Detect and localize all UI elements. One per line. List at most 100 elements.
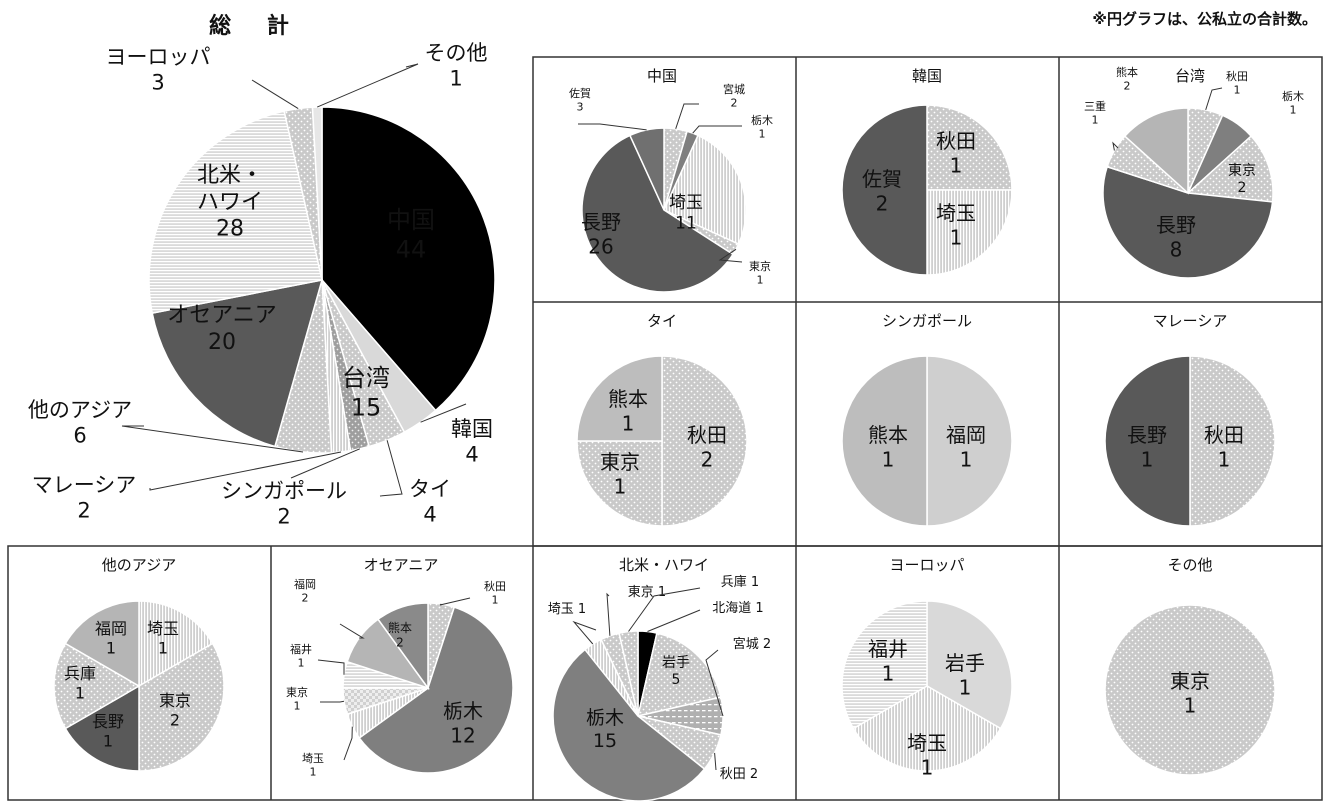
- other-asia-slice-4: [64, 600, 140, 688]
- north-america-leader-6: [606, 592, 611, 636]
- other-asia-slice-3: [53, 642, 141, 730]
- north-america-slice-4: [552, 648, 706, 802]
- north-america-leader-7: [628, 587, 701, 632]
- taiwan-label-4: 三重 1: [1084, 99, 1106, 126]
- korea-slice-0: [926, 104, 1013, 191]
- total-label-オセアニア: オセアニア 20: [167, 303, 277, 355]
- china-leader-0: [675, 103, 699, 129]
- north-america-leader-0: [647, 609, 701, 632]
- north-america-label-1: 岩手 5: [662, 655, 690, 688]
- total-leader-8: [251, 79, 299, 110]
- taiwan-label-2: 東京 2: [1228, 163, 1256, 196]
- other-asia-slice-1: [138, 642, 225, 772]
- total-label-中国: 中国 44: [387, 206, 435, 263]
- oceania-label-1: 栃木 12: [443, 699, 483, 747]
- korea-label-0: 秋田 1: [936, 129, 976, 177]
- korea-title: 韓国: [912, 67, 942, 85]
- oceania-label-0: 秋田 1: [484, 579, 506, 606]
- korea-label-1: 埼玉 1: [936, 201, 976, 249]
- china-label-0: 宮城 2: [723, 82, 745, 109]
- oceania-label-6: 熊本 2: [388, 620, 412, 650]
- total-leader-2: [379, 440, 403, 497]
- total-leader-5: [121, 425, 304, 453]
- footnote: ※円グラフは、公私立の合計数。: [1092, 10, 1317, 28]
- total-label-北米: 北米・ハワイ 28: [197, 163, 263, 242]
- north-america-slice-7: [618, 630, 639, 717]
- singapore-label-1: 熊本 1: [868, 423, 908, 471]
- other-asia-label-3: 兵庫 1: [64, 664, 96, 703]
- oceania-leader-0: [439, 597, 471, 606]
- europe-slice-1: [852, 685, 1002, 772]
- pie-taiwan: 台湾 秋田 1 栃木 1 東京 2 長野 8 三重 1 熊本 2: [1084, 65, 1304, 279]
- china-label-2: 埼玉 11: [669, 193, 703, 234]
- china-slice-4: [581, 134, 735, 293]
- other-asia-label-2: 長野 1: [92, 712, 124, 751]
- europe-label-1: 埼玉 1: [907, 731, 947, 779]
- taiwan-label-3: 長野 8: [1156, 213, 1196, 261]
- oceania-leader-3: [320, 700, 345, 703]
- north-america-label-2: 宮城 2: [733, 636, 771, 652]
- total-leader-1: [420, 403, 467, 423]
- singapore-slice-0: [926, 355, 1013, 527]
- singapore-label-0: 福岡 1: [946, 423, 986, 471]
- north-america-label-6: 東京 1: [628, 584, 666, 600]
- taiwan-slice-5: [1123, 107, 1189, 195]
- other-asia-label-1: 東京 2: [159, 691, 191, 730]
- taiwan-label-0: 秋田 1: [1226, 69, 1248, 96]
- oceania-label-3: 東京 1: [286, 685, 308, 712]
- thai-title: タイ: [647, 312, 677, 330]
- north-america-leader-3: [714, 752, 717, 771]
- north-america-label-7: 兵庫 1: [721, 575, 759, 590]
- oceania-leader-2: [343, 726, 353, 761]
- total-leader-3: [290, 448, 360, 479]
- china-leader-5: [578, 123, 647, 131]
- malaysia-title: マレーシア: [1153, 312, 1228, 330]
- china-label-1: 栃木 1: [751, 113, 773, 140]
- other-asia-slice-2: [64, 684, 140, 772]
- total-slice-7: [148, 110, 323, 315]
- total-slice-6: [151, 279, 324, 448]
- singapore-slice-1: [841, 355, 928, 527]
- panel-frames: [7, 56, 1323, 801]
- china-leader-1: [692, 125, 742, 134]
- korea-label-2: 佐賀 2: [862, 167, 902, 215]
- china-slice-2: [663, 134, 747, 246]
- taiwan-label-5: 熊本 2: [1116, 65, 1138, 92]
- taiwan-label-1: 栃木 1: [1282, 89, 1304, 116]
- china-leader-3: [718, 248, 743, 263]
- total-leader-9: [317, 63, 419, 108]
- total-label-2: タイ 4: [409, 477, 451, 527]
- other-slice-0: [1104, 604, 1276, 776]
- oceania-leader-4: [317, 659, 345, 675]
- total-label-8: ヨーロッパ 3: [106, 45, 211, 95]
- oceania-leader-5: [339, 623, 365, 639]
- north-america-title: 北米・ハワイ: [619, 556, 709, 574]
- oceania-label-5: 福岡 2: [294, 577, 316, 604]
- thai-slice-0: [661, 355, 748, 527]
- malaysia-slice-0: [1189, 355, 1276, 527]
- europe-title: ヨーロッパ: [889, 556, 964, 574]
- oceania-label-4: 福井 1: [290, 642, 312, 669]
- korea-slice-1: [926, 189, 1013, 276]
- north-america-label-0: 北海道 1: [712, 601, 763, 616]
- oceania-slice-6: [376, 602, 429, 691]
- total-slice-0: [321, 106, 496, 412]
- taiwan-leader-4: [1112, 141, 1119, 151]
- taiwan-leader-0: [1205, 87, 1223, 111]
- china-label-3: 東京 1: [749, 259, 771, 286]
- other-asia-label-0: 埼玉 1: [147, 619, 179, 658]
- malaysia-slice-1: [1104, 355, 1191, 527]
- total-label-台湾: 台湾 15: [342, 364, 390, 421]
- taiwan-title: 台湾: [1175, 67, 1205, 85]
- thai-slice-2: [576, 355, 663, 442]
